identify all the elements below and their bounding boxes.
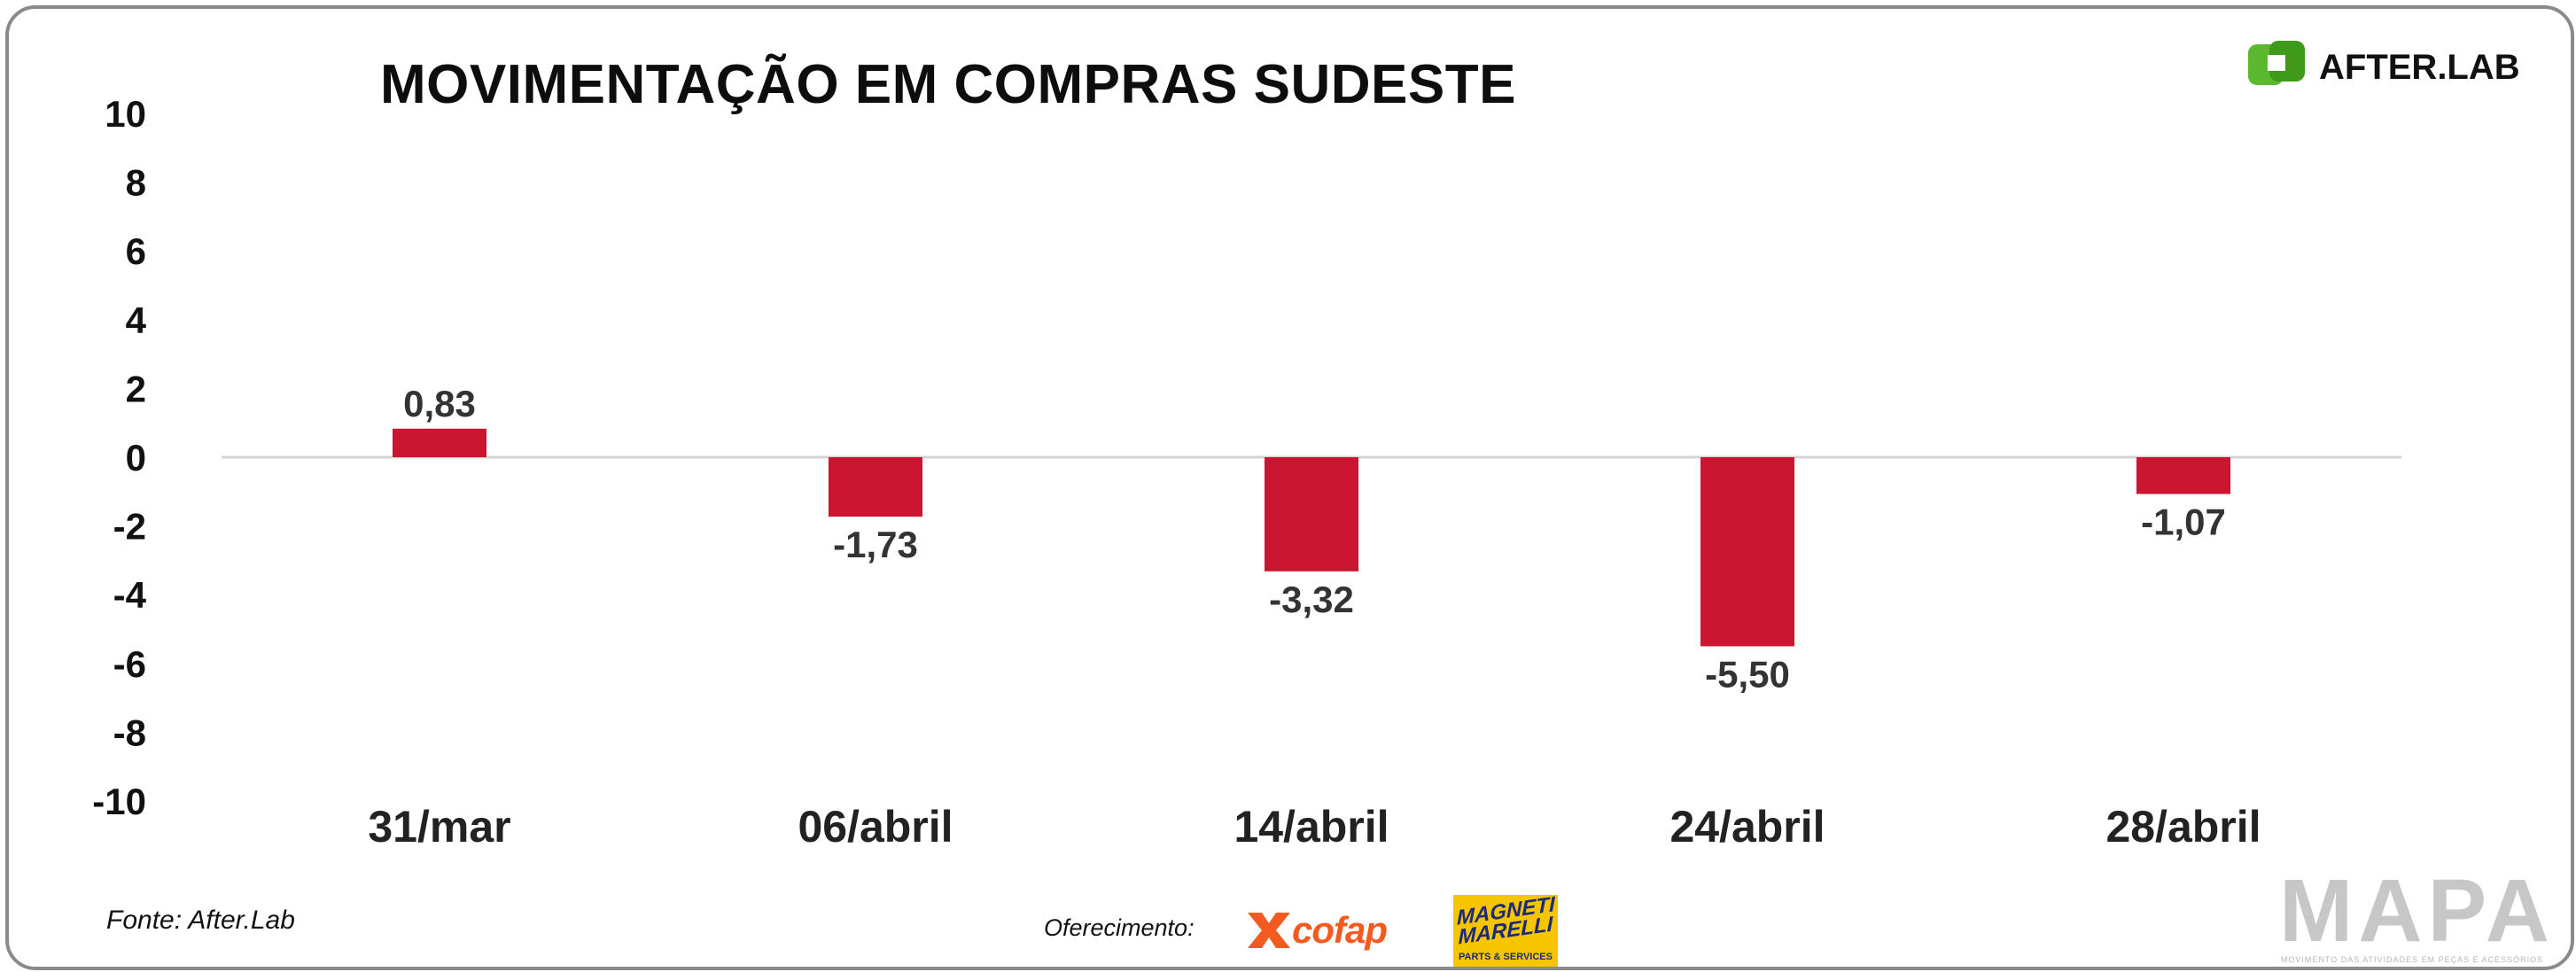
x-tick-label: 14/abril <box>1234 802 1389 851</box>
cofap-wordmark: cofap <box>1292 909 1388 951</box>
data-label: -5,50 <box>1705 653 1790 695</box>
sponsor-label: Oferecimento: <box>1044 914 1195 941</box>
data-label: 0,83 <box>403 383 476 424</box>
y-axis: 10 8 6 4 2 0 -2 -4 -6 -8 -10 <box>92 93 146 822</box>
source-note: Fonte: After.Lab <box>106 906 295 935</box>
x-tick-label: 06/abril <box>798 802 953 851</box>
bar <box>1265 457 1358 572</box>
y-tick-label: 10 <box>105 93 146 135</box>
data-label: -1,07 <box>2141 502 2226 543</box>
bars <box>393 428 2230 647</box>
bar <box>393 428 486 457</box>
afterlab-logo: AFTER.LAB <box>2246 39 2539 94</box>
y-tick-label: 8 <box>126 162 146 204</box>
y-tick-label: -6 <box>113 643 146 685</box>
y-tick-label: 0 <box>126 437 146 478</box>
y-tick-label: 4 <box>126 299 147 341</box>
x-tick-label: 31/mar <box>368 802 510 851</box>
y-tick-label: -2 <box>113 506 146 548</box>
bar <box>2136 457 2230 494</box>
mapa-logo: MAPA MOVIMENTO DAS ATIVIDADES EM PEÇAS E… <box>2279 861 2556 964</box>
chart-frame: MOVIMENTAÇÃO EM COMPRAS SUDESTE AFTER.LA… <box>5 5 2574 970</box>
y-tick-label: -4 <box>113 574 147 616</box>
cofap-logo: cofap <box>1242 906 1420 955</box>
y-tick-label: -10 <box>92 781 146 822</box>
x-tick-label: 24/abril <box>1669 802 1825 851</box>
mapa-wordmark: MAPA <box>2279 861 2556 960</box>
bar <box>829 457 922 517</box>
bar <box>1700 457 1794 647</box>
data-label: -1,73 <box>833 524 918 565</box>
bar-chart: 10 8 6 4 2 0 -2 -4 -6 -8 -10 0,83 -1,73 -3,32 -5,50 -1… <box>92 93 2401 851</box>
cofap-x-icon <box>1248 913 1290 948</box>
afterlab-logo-icon <box>2248 41 2305 85</box>
y-tick-label: -8 <box>113 712 146 753</box>
data-label: -3,32 <box>1269 579 1354 620</box>
y-tick-label: 6 <box>126 230 146 272</box>
afterlab-wordmark: AFTER.LAB <box>2319 48 2520 87</box>
magneti-marelli-logo: MAGNETI MARELLI PARTS & SERVICES <box>1453 895 1558 967</box>
x-axis: 31/mar 06/abril 14/abril 24/abril 28/abril <box>368 802 2261 851</box>
marelli-wordmark: MAGNETI MARELLI <box>1457 895 1555 950</box>
y-tick-label: 2 <box>126 368 146 409</box>
chart-title: MOVIMENTAÇÃO EM COMPRAS SUDESTE <box>380 54 1516 115</box>
marelli-tagline: PARTS & SERVICES <box>1459 952 1553 962</box>
data-labels: 0,83 -1,73 -3,32 -5,50 -1,07 <box>403 383 2226 696</box>
x-tick-label: 28/abril <box>2105 802 2261 851</box>
mapa-tagline: MOVIMENTO DAS ATIVIDADES EM PEÇAS E ACES… <box>2280 955 2544 964</box>
